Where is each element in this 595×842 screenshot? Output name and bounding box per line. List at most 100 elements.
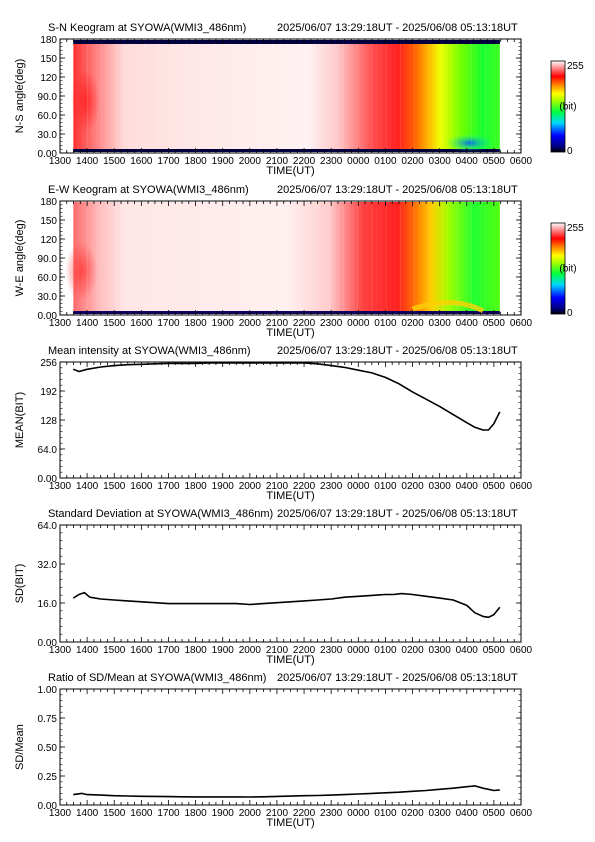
x-tick-label: 2200: [293, 318, 316, 329]
x-tick-label: 0300: [429, 645, 452, 656]
plot-frame: [59, 524, 522, 643]
x-tick-label: 0200: [401, 645, 424, 656]
x-tick-label: 0300: [429, 481, 452, 492]
x-tick-label: 1300: [49, 156, 72, 167]
x-tick-label: 0600: [510, 481, 533, 492]
heatmap-base: [73, 40, 500, 152]
y-axis-label: SD/Mean: [14, 724, 26, 770]
x-tick-label: 1800: [184, 645, 207, 656]
x-tick-label: 1700: [157, 318, 180, 329]
x-tick-label: 1700: [157, 481, 180, 492]
y-tick-label: 150: [40, 54, 57, 65]
colorbar-min-label: 0: [567, 146, 573, 157]
y-tick-label: 64.0: [38, 445, 58, 456]
panel-title: S-N Keogram at SYOWA(WMI3_486nm): [48, 22, 246, 34]
x-tick-label: 1700: [157, 808, 180, 819]
panel-1: S-N Keogram at SYOWA(WMI3_486nm) 2025/06/…: [14, 22, 584, 177]
x-tick-label: 1900: [212, 318, 235, 329]
x-tick-label: 1800: [184, 481, 207, 492]
x-tick-label: 0600: [510, 318, 533, 329]
y-tick-label: 0.00: [38, 638, 58, 649]
panel-title: Standard Deviation at SYOWA(WMI3_486nm): [48, 508, 273, 520]
x-tick-label: 0000: [347, 808, 370, 819]
x-tick-label: 2200: [293, 645, 316, 656]
x-tick-label: 1500: [103, 808, 126, 819]
x-tick-label: 2300: [320, 318, 343, 329]
x-tick-label: 0100: [374, 481, 397, 492]
x-tick-label: 1300: [49, 645, 72, 656]
y-axis-label: MEAN(BIT): [14, 392, 26, 448]
x-tick-label: 2200: [293, 481, 316, 492]
colorbar: 255 0 (bit): [550, 60, 584, 157]
x-tick-label: 0100: [374, 156, 397, 167]
x-tick-label: 1800: [184, 318, 207, 329]
x-tick-label: 2100: [266, 481, 289, 492]
heatmap-feature: [71, 69, 100, 133]
heatmap-image: [71, 40, 500, 152]
x-tick-label: 1700: [157, 645, 180, 656]
x-tick-label: 0300: [429, 156, 452, 167]
y-tick-label: 90.0: [38, 92, 58, 103]
colorbar-max-label: 255: [567, 61, 584, 72]
y-tick-label: 150: [40, 216, 57, 227]
y-tick-label: 180: [40, 197, 57, 208]
heatmap-top-band: [73, 40, 500, 44]
x-tick-label: 1800: [184, 808, 207, 819]
colorbar-scale: [550, 222, 566, 315]
x-tick-label: 1300: [49, 318, 72, 329]
colorbar-unit-label: (bit): [559, 264, 576, 275]
y-tick-label: 0.00: [38, 474, 58, 485]
x-tick-label: 0200: [401, 156, 424, 167]
x-tick-label: 0500: [483, 808, 506, 819]
x-tick-label: 0000: [347, 156, 370, 167]
colorbar: 255 0 (bit): [550, 222, 584, 319]
x-tick-label: 0300: [429, 808, 452, 819]
x-tick-label: 0200: [401, 481, 424, 492]
x-tick-label: 1900: [212, 808, 235, 819]
x-tick-label: 2000: [239, 481, 262, 492]
colorbar-min-label: 0: [567, 308, 573, 319]
x-tick-label: 0000: [347, 318, 370, 329]
x-tick-label: 0100: [374, 318, 397, 329]
x-tick-label: 0400: [456, 156, 479, 167]
y-tick-label: 60.0: [38, 273, 58, 284]
x-tick-label: 0000: [347, 645, 370, 656]
heatmap-feature: [65, 241, 98, 301]
y-tick-label: 0.50: [38, 743, 58, 754]
x-tick-label: 0600: [510, 808, 533, 819]
panel-3: Mean intensity at SYOWA(WMI3_486nm) 2025/…: [14, 345, 533, 502]
y-tick-label: 256: [40, 358, 57, 369]
x-tick-label: 0600: [510, 645, 533, 656]
x-tick-label: 0400: [456, 481, 479, 492]
panel-2: E-W Keogram at SYOWA(WMI3_486nm) 2025/06/…: [14, 184, 584, 339]
x-tick-label: 2000: [239, 156, 262, 167]
y-tick-label: 0.25: [38, 772, 58, 783]
panel-title: Ratio of SD/Mean at SYOWA(WMI3_486nm): [48, 672, 266, 684]
y-tick-label: 180: [40, 35, 57, 46]
x-tick-label: 0200: [401, 318, 424, 329]
x-tick-label: 1600: [130, 156, 153, 167]
y-tick-label: 30.0: [38, 130, 58, 141]
y-tick-label: 16.0: [38, 599, 58, 610]
x-tick-label: 2000: [239, 808, 262, 819]
series-line: [73, 785, 500, 798]
y-axis-label: N-S angle(deg): [14, 59, 26, 134]
x-axis-label: TIME(UT): [266, 654, 314, 666]
x-tick-label: 0400: [456, 808, 479, 819]
y-tick-label: 0.00: [38, 801, 58, 812]
x-tick-label: 1500: [103, 481, 126, 492]
y-axis-label: W-E angle(deg): [14, 220, 26, 297]
x-tick-label: 1900: [212, 481, 235, 492]
x-axis-label: TIME(UT): [266, 490, 314, 502]
x-tick-label: 2000: [239, 645, 262, 656]
x-tick-label: 1600: [130, 808, 153, 819]
y-axis-label: SD(BIT): [14, 564, 26, 604]
panel-title: E-W Keogram at SYOWA(WMI3_486nm): [48, 184, 249, 196]
series-line: [72, 591, 501, 619]
panel-4: Standard Deviation at SYOWA(WMI3_486nm) 2…: [14, 508, 533, 666]
x-tick-label: 1700: [157, 156, 180, 167]
panel-5: Ratio of SD/Mean at SYOWA(WMI3_486nm) 202…: [14, 672, 533, 829]
y-tick-label: 120: [40, 73, 57, 84]
y-tick-label: 120: [40, 235, 57, 246]
